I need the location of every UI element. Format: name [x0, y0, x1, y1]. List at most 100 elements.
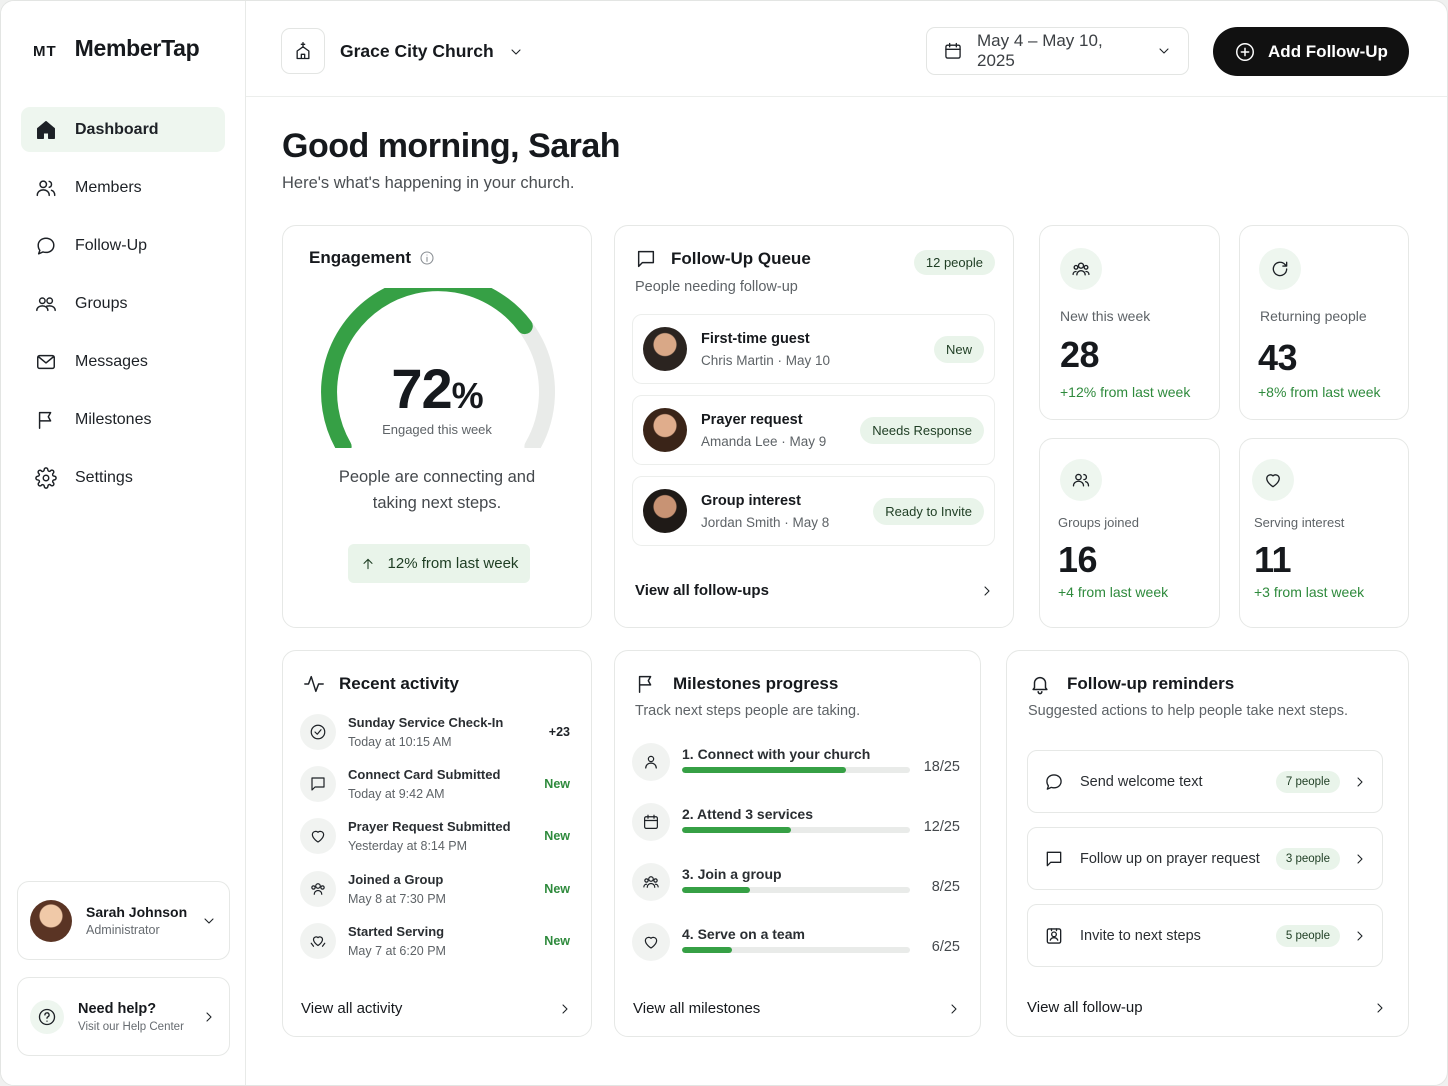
stat-change: +8% from last week [1258, 384, 1381, 400]
sidebar-item-groups[interactable]: Groups [21, 281, 225, 326]
chat-icon [35, 235, 57, 257]
church-icon[interactable] [281, 28, 325, 74]
stat-value: 43 [1258, 337, 1298, 378]
church-selector[interactable]: Grace City Church [340, 41, 524, 62]
follow-up-person: Jordan Smith · May 8 [701, 514, 830, 530]
activity-badge: New [544, 829, 570, 843]
logo-name: MemberTap [74, 35, 200, 61]
chat-icon [300, 766, 336, 802]
milestone-progress-fill [682, 767, 847, 773]
sidebar-item-label: Members [75, 178, 142, 196]
user-name: Sarah Johnson [86, 904, 188, 920]
stat-card-new[interactable]: New this week 28 +12% from last week [1039, 225, 1220, 420]
list-item[interactable]: Prayer request Amanda Lee · May 9 Needs … [632, 395, 995, 465]
stat-label: Returning people [1260, 308, 1367, 324]
list-item[interactable]: Prayer Request Submitted Yesterday at 8:1… [300, 813, 570, 859]
sidebar-item-members[interactable]: Members [21, 165, 225, 210]
follow-up-queue-subtitle: People needing follow-up [635, 279, 798, 295]
reminder-item[interactable]: Follow up on prayer request 3 people [1027, 827, 1383, 890]
info-icon[interactable] [419, 250, 435, 266]
logo[interactable]: MT MemberTap [33, 35, 200, 62]
stat-label: Serving interest [1254, 515, 1345, 530]
stat-value: 16 [1058, 539, 1098, 580]
milestone-progress-bar [682, 827, 910, 833]
reminder-label: Invite to next steps [1080, 927, 1201, 944]
view-all-follow-ups-link[interactable]: View all follow-ups [635, 582, 995, 599]
stat-card-groups[interactable]: Groups joined 16 +4 from last week [1039, 438, 1220, 628]
chevron-right-icon [1372, 1000, 1388, 1016]
date-range-value: May 4 – May 10, 2025 [977, 31, 1103, 70]
milestone-value: 6/25 [931, 939, 960, 955]
sidebar-item-dashboard[interactable]: Dashboard [21, 107, 225, 152]
sidebar-item-milestones[interactable]: Milestones [21, 397, 225, 442]
logo-mark: MT [33, 43, 57, 60]
follow-up-type: Prayer request [701, 411, 803, 428]
avatar [30, 899, 72, 942]
activity-title: Started Serving [348, 924, 445, 939]
sidebar-nav: Dashboard Members Follow-Up Groups Messa… [21, 107, 225, 513]
activity-time: Today at 9:42 AM [348, 787, 445, 801]
person-icon [632, 743, 670, 781]
engagement-change: 12% from last week [387, 555, 519, 572]
check-circle-icon [300, 714, 336, 750]
list-item[interactable]: Joined a Group May 8 at 7:30 PM New [300, 866, 570, 912]
heart-icon [1252, 459, 1294, 501]
help-center-link[interactable]: Need help? Visit our Help Center [17, 977, 230, 1056]
sidebar-item-settings[interactable]: Settings [21, 455, 225, 500]
help-title: Need help? [78, 1000, 157, 1017]
gauge-fill [321, 288, 533, 448]
calendar-icon [632, 803, 670, 841]
reminder-count-badge: 3 people [1275, 847, 1340, 870]
activity-badge: +23 [548, 725, 570, 739]
list-item[interactable]: Started Serving May 7 at 6:20 PM New [300, 918, 570, 964]
user-menu[interactable]: Sarah Johnson Administrator [17, 881, 230, 960]
add-follow-up-label: Add Follow-Up [1268, 41, 1388, 61]
stat-label: New this week [1060, 308, 1151, 324]
chevron-down-icon [1156, 43, 1172, 59]
stat-card-returning[interactable]: Returning people 43 +8% from last week [1239, 225, 1409, 420]
sidebar-item-follow-up[interactable]: Follow-Up [21, 223, 225, 268]
engagement-card: Engagement 72% Engaged this week People … [282, 225, 592, 628]
view-all-label: View all follow-ups [635, 582, 769, 599]
view-all-reminders-link[interactable]: View all follow-up [1027, 999, 1388, 1016]
stat-card-serving[interactable]: Serving interest 11 +3 from last week [1239, 438, 1409, 628]
activity-badge: New [544, 882, 570, 896]
view-all-milestones-link[interactable]: View all milestones [633, 1000, 962, 1017]
follow-up-reminders-card: Follow-up reminders Suggested actions to… [1006, 650, 1409, 1037]
sidebar-item-messages[interactable]: Messages [21, 339, 225, 384]
milestone-progress-fill [682, 827, 792, 833]
milestone-value: 8/25 [931, 879, 960, 895]
date-range-picker[interactable]: May 4 – May 10, 2025 [926, 27, 1189, 75]
hand-heart-icon [300, 923, 336, 959]
people-icon [1060, 248, 1102, 290]
status-badge: Needs Response [860, 416, 984, 444]
home-icon [35, 119, 57, 141]
view-all-activity-link[interactable]: View all activity [301, 1000, 573, 1017]
milestone-label: 3. Join a group [682, 866, 782, 882]
reminder-item[interactable]: Send welcome text 7 people [1027, 750, 1383, 813]
list-item[interactable]: Connect Card Submitted Today at 9:42 AM N… [300, 761, 570, 807]
church-name: Grace City Church [340, 41, 494, 61]
list-item[interactable]: First-time guest Chris Martin · May 10 N… [632, 314, 995, 384]
engagement-description: People are connecting and taking next st… [338, 468, 536, 512]
gear-icon [35, 466, 57, 489]
view-all-label: View all activity [301, 1000, 403, 1017]
milestone-progress-fill [682, 947, 733, 953]
chevron-right-icon [557, 1001, 573, 1017]
groups-icon [35, 293, 57, 315]
help-icon [30, 999, 64, 1034]
reminder-label: Follow up on prayer request [1080, 850, 1260, 867]
help-subtitle: Visit our Help Center [78, 1020, 184, 1033]
milestones-card: Milestones progress Track next steps peo… [614, 650, 981, 1037]
reminder-item[interactable]: Invite to next steps 5 people [1027, 904, 1383, 967]
milestone-progress-fill [682, 887, 751, 893]
add-follow-up-button[interactable]: Add Follow-Up [1213, 27, 1409, 76]
chat-icon [635, 248, 657, 270]
plus-circle-icon [1234, 41, 1256, 63]
list-item[interactable]: Group interest Jordan Smith · May 8 Read… [632, 476, 995, 546]
group-icon [1060, 459, 1102, 501]
chevron-down-icon [201, 913, 217, 929]
stat-change: +12% from last week [1060, 384, 1191, 400]
list-item[interactable]: Sunday Service Check-In Today at 10:15 AM… [300, 709, 570, 755]
engagement-unit: % [451, 375, 484, 416]
